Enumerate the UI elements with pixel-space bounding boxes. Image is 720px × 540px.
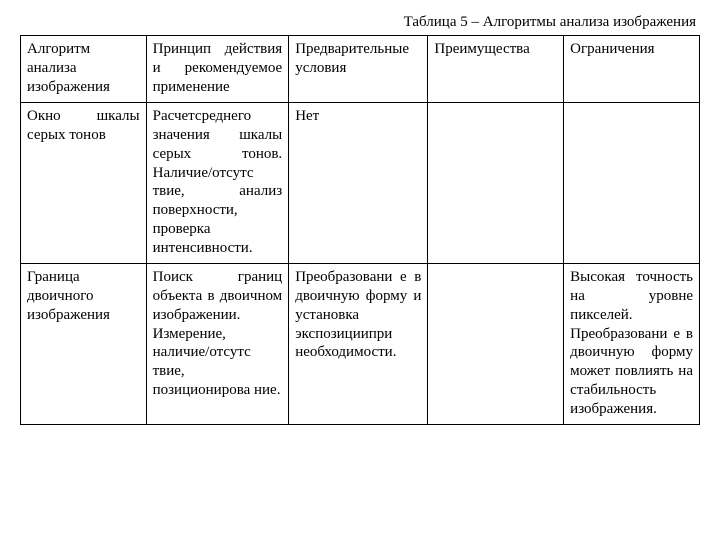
table-row: Граница двоичного изображения Поиск гран… [21, 264, 700, 425]
table-caption: Таблица 5 – Алгоритмы анализа изображени… [20, 14, 696, 31]
cell-princ: Поиск границ объекта в двоичном изображе… [146, 264, 289, 425]
cell-pros [428, 103, 564, 264]
cell-algo: Окно шкалы серых тонов [21, 103, 147, 264]
cell-cons [564, 103, 700, 264]
cell-precond: Нет [289, 103, 428, 264]
col-header-precond: Предваритель­ные условия [289, 36, 428, 103]
cell-precond: Преобразовани е в двоичную форму и устан… [289, 264, 428, 425]
table-row: Окно шкалы серых тонов Расчетсреднего зн… [21, 103, 700, 264]
col-header-algo: Алгоритм анализа изображения [21, 36, 147, 103]
table-header-row: Алгоритм анализа изображения Принцип дей… [21, 36, 700, 103]
col-header-princ: Принцип действия и рекомендуемое примене… [146, 36, 289, 103]
col-header-pros: Преимущества [428, 36, 564, 103]
cell-pros [428, 264, 564, 425]
cell-princ: Расчетсреднего значения шкалы серых тоно… [146, 103, 289, 264]
col-header-cons: Ограничения [564, 36, 700, 103]
algorithms-table: Алгоритм анализа изображения Принцип дей… [20, 35, 700, 425]
cell-cons: Высокая точность на уровне пикселей. Пре… [564, 264, 700, 425]
cell-algo: Граница двоичного изображения [21, 264, 147, 425]
